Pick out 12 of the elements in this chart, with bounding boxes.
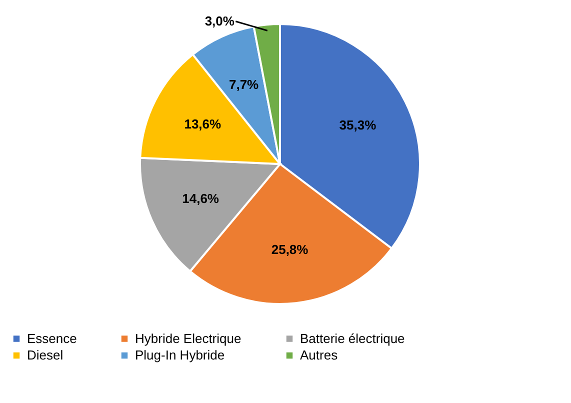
data-label: 7,7% xyxy=(228,77,260,92)
data-label: 13,6% xyxy=(184,116,222,132)
legend-label: Plug-In Hybride xyxy=(135,348,225,362)
legend-label: Hybride Electrique xyxy=(135,330,242,346)
legend-label: Diesel xyxy=(27,348,64,362)
data-label: 25,8% xyxy=(271,242,309,258)
legend-label: Batterie électrique xyxy=(300,330,405,346)
legend-label: Essence xyxy=(27,330,77,346)
legend-label: Autres xyxy=(300,348,338,362)
data-label: 14,6% xyxy=(182,190,220,206)
data-label: 35,3% xyxy=(339,117,377,132)
data-label: 3,0% xyxy=(204,13,235,28)
